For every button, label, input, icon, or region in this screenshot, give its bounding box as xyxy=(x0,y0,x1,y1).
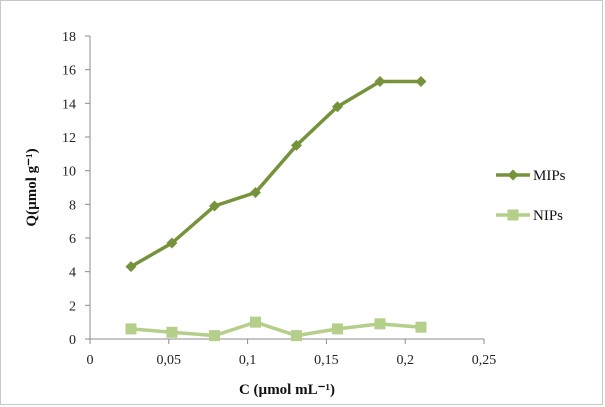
data-point xyxy=(249,316,261,328)
x-tick-label: 0,15 xyxy=(314,353,339,368)
legend-item-mips: MIPs xyxy=(496,168,566,184)
legend-item-nips: NIPs xyxy=(496,208,563,224)
data-point xyxy=(290,330,302,342)
data-point xyxy=(331,323,343,335)
legend-label: NIPs xyxy=(533,208,563,224)
data-point xyxy=(166,237,178,249)
series-mips xyxy=(125,75,427,273)
y-tick-label: 8 xyxy=(69,198,76,213)
y-tick-label: 6 xyxy=(69,232,76,247)
data-point xyxy=(249,187,261,199)
x-tick-label: 0 xyxy=(87,353,94,368)
data-point xyxy=(374,75,386,87)
y-tick-label: 2 xyxy=(69,299,76,314)
x-tick-label: 0,05 xyxy=(157,353,182,368)
y-tick-label: 10 xyxy=(62,165,76,180)
x-tick-label: 0,1 xyxy=(239,353,257,368)
data-point xyxy=(374,318,386,330)
legend-label: MIPs xyxy=(533,168,566,184)
series-layer xyxy=(125,75,427,342)
data-point xyxy=(415,321,427,333)
y-tick-label: 12 xyxy=(62,131,76,146)
x-tick-label: 0,25 xyxy=(472,353,497,368)
data-point xyxy=(415,75,427,87)
axes: 0 2 4 6 8 10 12 14 16 18 0 0,05 0,1 0,15 0,2 0,25 xyxy=(62,30,496,368)
series-nips xyxy=(125,316,427,342)
y-axis-title: Q(µmol g⁻¹) xyxy=(24,148,40,226)
data-point xyxy=(209,200,221,212)
series-line-mips xyxy=(130,79,421,269)
y-tick-label: 14 xyxy=(62,97,76,112)
data-point xyxy=(209,330,221,342)
data-point xyxy=(290,139,302,151)
y-tick-label: 4 xyxy=(69,266,76,281)
legend-marker xyxy=(507,169,519,181)
x-axis-title: C (µmol mL⁻¹) xyxy=(239,382,335,398)
series-line-nips xyxy=(130,320,422,338)
legend-marker xyxy=(507,209,519,221)
y-tick-label: 16 xyxy=(62,64,76,79)
legend: MIPs NIPs xyxy=(496,168,566,224)
data-point xyxy=(125,323,137,335)
data-point xyxy=(331,101,343,113)
data-point xyxy=(166,326,178,338)
y-tick-label: 18 xyxy=(62,30,76,45)
x-tick-label: 0,2 xyxy=(396,353,414,368)
y-tick-label: 0 xyxy=(69,333,76,348)
data-point xyxy=(125,261,137,273)
